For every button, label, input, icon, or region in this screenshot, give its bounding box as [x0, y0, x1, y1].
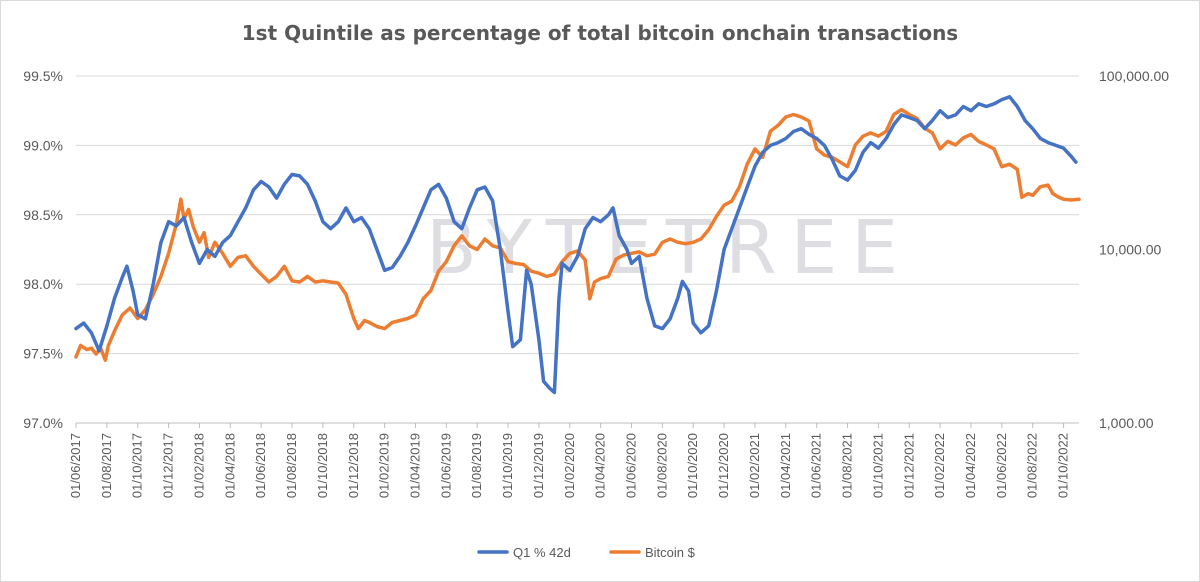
x-axis-tick-label: 01/02/2018 — [191, 433, 206, 498]
right-axis-ticks: 1,000.00 10,000.00 100,000.00 — [1099, 68, 1169, 431]
left-axis-tick-label: 98.5% — [23, 207, 63, 223]
legend: Q1 % 42d Bitcoin $ — [477, 545, 696, 560]
x-axis-tick-label: 01/08/2018 — [284, 433, 299, 498]
x-axis-tick-label: 01/04/2018 — [222, 433, 237, 498]
x-axis-tick-label: 01/08/2021 — [840, 433, 855, 498]
x-axis-tick-label: 01/10/2020 — [685, 433, 700, 498]
x-axis-tick-label: 01/02/2021 — [747, 433, 762, 498]
left-axis-ticks: 97.0% 97.5% 98.0% 98.5% 99.0% 99.5% — [23, 68, 63, 431]
x-axis-tick-label: 01/12/2019 — [531, 433, 546, 498]
right-axis-tick-label: 100,000.00 — [1099, 68, 1169, 84]
right-axis-tick-label: 10,000.00 — [1099, 242, 1161, 258]
x-axis-tick-label: 01/06/2019 — [438, 433, 453, 498]
x-axis-ticks: 01/06/2017 01/08/2017 01/10/2017 01/12/2017… — [68, 422, 1079, 498]
x-axis-tick-label: 01/12/2017 — [161, 433, 176, 498]
x-axis-tick-label: 01/10/2021 — [870, 433, 885, 498]
x-axis-tick-label: 01/08/2017 — [99, 433, 114, 498]
x-axis-tick-label: 01/12/2021 — [901, 433, 916, 498]
x-axis-tick-label: 01/08/2022 — [1025, 433, 1040, 498]
x-axis-tick-label: 01/06/2022 — [994, 433, 1009, 498]
x-axis-tick-label: 01/02/2022 — [932, 433, 947, 498]
legend-label: Bitcoin $ — [645, 545, 696, 560]
series-lines — [74, 95, 1081, 395]
x-axis-tick-label: 01/06/2017 — [68, 433, 83, 498]
left-axis-tick-label: 97.0% — [23, 415, 63, 431]
left-axis-tick-label: 97.5% — [23, 346, 63, 362]
x-axis-tick-label: 01/10/2017 — [130, 433, 145, 498]
x-axis-tick-label: 01/04/2022 — [963, 433, 978, 498]
x-axis-tick-label: 01/02/2020 — [562, 433, 577, 498]
right-axis-tick-label: 1,000.00 — [1099, 415, 1154, 431]
x-axis-tick-label: 01/02/2019 — [377, 433, 392, 498]
x-axis-tick-label: 01/10/2019 — [500, 433, 515, 498]
left-axis-tick-label: 98.0% — [23, 276, 63, 292]
x-axis-tick-label: 01/04/2021 — [778, 433, 793, 498]
left-axis-tick-label: 99.0% — [23, 137, 63, 153]
x-axis-tick-label: 01/10/2022 — [1056, 433, 1071, 498]
series-line-q1 — [74, 95, 1078, 395]
x-axis-tick-label: 01/06/2021 — [809, 433, 824, 498]
x-axis-tick-label: 01/08/2020 — [654, 433, 669, 498]
x-axis-tick-label: 01/06/2020 — [624, 433, 639, 498]
chart-title: 1st Quintile as percentage of total bitc… — [241, 21, 959, 45]
x-axis-tick-label: 01/12/2018 — [346, 433, 361, 498]
x-axis-tick-label: 01/12/2020 — [716, 433, 731, 498]
left-axis-tick-label: 99.5% — [23, 68, 63, 84]
legend-label: Q1 % 42d — [513, 545, 571, 560]
x-axis-tick-label: 01/04/2020 — [593, 433, 608, 498]
x-axis-tick-label: 01/10/2018 — [315, 433, 330, 498]
x-axis-tick-label: 01/04/2019 — [407, 433, 422, 498]
x-axis-tick-label: 01/06/2018 — [253, 433, 268, 498]
x-axis-tick-label: 01/08/2019 — [469, 433, 484, 498]
